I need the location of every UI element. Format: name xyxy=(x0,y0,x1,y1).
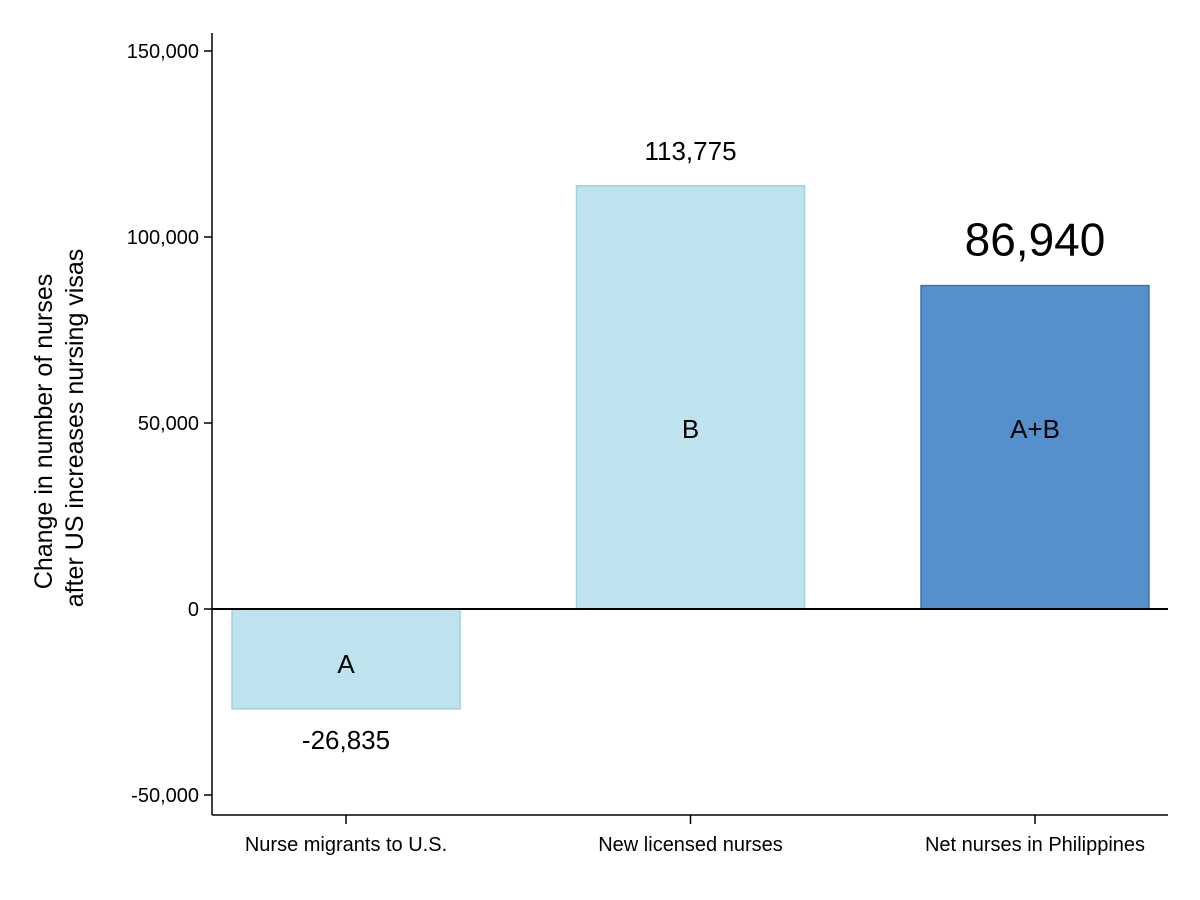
x-tick-label: Net nurses in Philippines xyxy=(925,834,1145,856)
bar-2 xyxy=(575,185,806,610)
bar-3 xyxy=(920,284,1150,610)
y-axis-label: Change in number of nurses after US incr… xyxy=(30,249,89,607)
y-axis: -50,000 0 50,000 100,000 150,000 xyxy=(127,33,213,815)
y-axis-label-line-2: after US increases nursing visas xyxy=(61,249,89,607)
bars: A -26,835 B 113,775 A+B 86,940 xyxy=(212,136,1168,755)
x-tick-label: Nurse migrants to U.S. xyxy=(245,834,447,856)
x-tick-label: New licensed nurses xyxy=(598,834,783,856)
y-tick-label: 150,000 xyxy=(127,41,199,63)
y-axis-label-line-1: Change in number of nurses xyxy=(30,274,58,589)
bar-label-2: B xyxy=(682,414,699,444)
bar-1 xyxy=(231,608,461,710)
value-label-2: 113,775 xyxy=(644,136,736,166)
value-label-1: -26,835 xyxy=(302,725,390,755)
x-axis: Nurse migrants to U.S. New licensed nurse… xyxy=(212,814,1168,856)
y-tick-label: 100,000 xyxy=(127,227,199,249)
y-tick-label: 50,000 xyxy=(138,413,199,435)
bar-label-3: A+B xyxy=(1010,414,1060,444)
y-tick-label: 0 xyxy=(188,599,199,621)
value-label-3: 86,940 xyxy=(965,214,1106,266)
bar-label-1: A xyxy=(337,649,355,679)
y-tick-label: -50,000 xyxy=(131,785,199,807)
